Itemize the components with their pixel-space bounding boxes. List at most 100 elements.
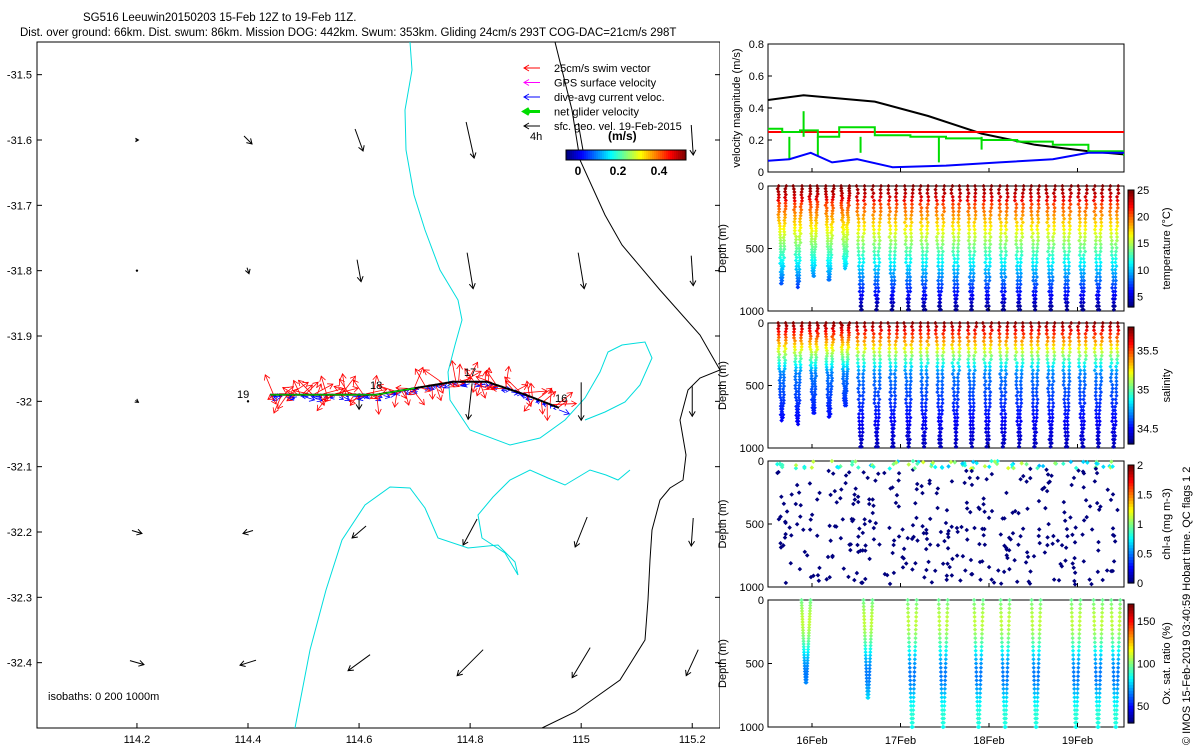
chl-point — [1019, 461, 1024, 466]
chl-point — [1010, 510, 1015, 516]
oxy-point — [1074, 707, 1080, 713]
profile-point — [1081, 256, 1086, 261]
profile-point — [966, 360, 971, 366]
oxy-point — [1096, 712, 1102, 717]
profile-point — [1000, 296, 1006, 301]
profile-point — [972, 205, 977, 210]
swim-vector-arrow — [395, 387, 408, 389]
profile-point — [862, 223, 867, 229]
profile-point — [987, 245, 992, 250]
profile-point — [924, 238, 929, 243]
profile-point — [1051, 324, 1057, 329]
profile-point — [1019, 253, 1024, 258]
profile-point — [876, 253, 881, 258]
chl-point — [888, 486, 893, 491]
profile-point — [839, 188, 844, 193]
profile-point — [934, 349, 940, 355]
profile-point — [825, 381, 831, 386]
oxy-point — [1006, 614, 1012, 620]
profile-point — [1107, 335, 1113, 340]
profile-point — [828, 255, 834, 260]
profile-point — [967, 216, 972, 221]
profile-point — [824, 205, 829, 211]
isobath-200-south — [294, 469, 631, 728]
dive-avg-current-arrow — [558, 409, 570, 415]
profile-point — [1062, 357, 1067, 362]
profile-point — [922, 433, 927, 438]
panel-colorbar-segment — [1128, 283, 1134, 288]
profile-point — [983, 426, 989, 431]
profile-point — [1076, 328, 1081, 333]
profile-point — [982, 346, 987, 351]
profile-point — [874, 415, 879, 420]
profile-point — [1093, 390, 1098, 395]
profile-point — [892, 253, 897, 258]
oxy-point — [1100, 610, 1105, 615]
profile-point — [1002, 433, 1007, 438]
geo-vector — [239, 659, 257, 666]
profile-point — [1019, 227, 1024, 232]
profile-point — [808, 363, 813, 368]
profile-point — [828, 230, 834, 235]
oxy-point — [1075, 682, 1080, 687]
profile-point — [1113, 404, 1118, 409]
geo-vector — [690, 124, 694, 156]
profile-point — [841, 364, 846, 369]
profile-point — [924, 379, 929, 384]
profile-point — [1083, 223, 1088, 229]
profile-point — [972, 346, 978, 351]
swim-vector-arrow-head — [521, 384, 528, 391]
profile-point — [998, 386, 1003, 391]
panel-colorbar-segment — [1128, 329, 1134, 334]
oxy-point — [1078, 602, 1083, 607]
profile-point — [1084, 328, 1089, 333]
profile-point — [904, 245, 909, 250]
profile-point — [951, 349, 956, 355]
profile-point — [796, 264, 801, 269]
profile-point — [936, 260, 941, 265]
oxy-point — [802, 666, 807, 671]
profile-point — [955, 303, 960, 309]
oxy-point — [938, 661, 943, 666]
profile-point — [860, 238, 866, 243]
oxy-point — [1030, 635, 1035, 641]
profile-point — [935, 390, 940, 395]
profile-point — [844, 244, 850, 249]
profile-point — [860, 253, 865, 258]
profile-point — [872, 260, 877, 265]
profile-point — [831, 205, 836, 211]
chl-point — [828, 492, 833, 498]
colorbar-segment — [624, 150, 627, 160]
oxy-point — [1000, 674, 1006, 679]
profile-point — [908, 379, 914, 384]
profile-point — [1077, 216, 1082, 221]
profile-point — [988, 390, 993, 395]
oxy-point — [978, 669, 983, 675]
chl-point — [781, 543, 786, 548]
profile-point — [1063, 430, 1068, 435]
oxy-point — [1006, 644, 1011, 649]
panel-colorbar-segment — [1128, 429, 1134, 433]
profile-point — [824, 219, 830, 224]
profile-point — [985, 282, 991, 287]
profile-point — [839, 323, 845, 328]
oxy-point — [1072, 686, 1077, 692]
profile-point — [1084, 324, 1090, 329]
chl-point — [896, 504, 902, 509]
profile-point — [1076, 346, 1081, 351]
profile-point — [907, 419, 912, 424]
oxy-point — [1114, 707, 1119, 713]
profile-point — [1014, 364, 1019, 369]
profile-point — [1066, 400, 1071, 406]
profile-point — [825, 244, 830, 249]
profile-point — [845, 229, 850, 235]
profile-point — [920, 245, 925, 250]
profile-point — [935, 263, 941, 269]
profile-point — [971, 408, 976, 413]
oxy-point — [908, 699, 914, 704]
profile-point — [949, 187, 954, 192]
chl-point — [943, 520, 949, 526]
profile-point — [893, 342, 898, 347]
profile-point — [988, 379, 993, 384]
profile-point — [885, 320, 891, 326]
